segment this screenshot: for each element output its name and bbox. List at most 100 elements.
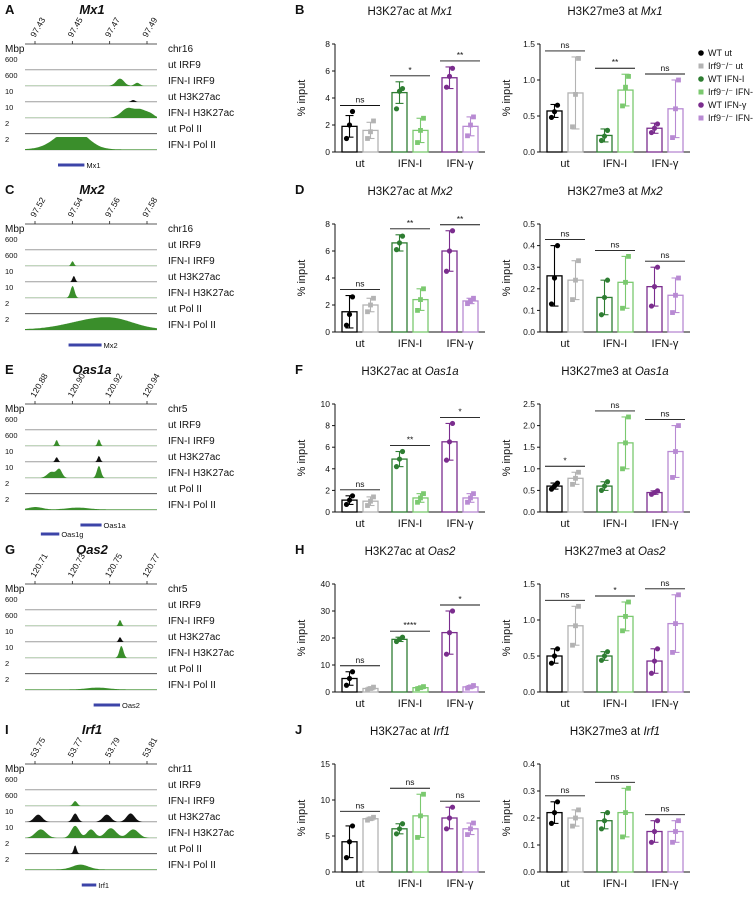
data-point xyxy=(554,243,561,249)
significance-label: ns xyxy=(356,279,365,289)
data-point xyxy=(651,284,658,290)
chart-title-gene: Mx2 xyxy=(431,186,453,198)
coordinate-tick-label: 120.71 xyxy=(28,551,50,579)
data-point xyxy=(365,817,370,823)
track-scale: 10 xyxy=(5,283,13,292)
legend-label: WT IFN-γ xyxy=(708,100,747,110)
significance-label: ns xyxy=(661,250,670,260)
data-point xyxy=(651,658,658,664)
data-point xyxy=(604,277,611,283)
y-tick-label: 8 xyxy=(325,39,330,49)
track-label: ut Pol II xyxy=(168,484,202,495)
data-point xyxy=(343,682,350,688)
coordinate-tick-label: 53.77 xyxy=(65,735,84,759)
x-category-label: IFN-I xyxy=(603,338,627,350)
data-point xyxy=(471,295,476,301)
y-tick-label: 6 xyxy=(325,66,330,76)
data-point xyxy=(604,810,611,816)
y-tick-label: 2 xyxy=(325,120,330,130)
y-axis-label: % input xyxy=(501,620,513,657)
x-category-label: ut xyxy=(560,158,569,170)
data-point xyxy=(346,311,353,318)
data-point xyxy=(465,301,470,307)
track-label: ut Pol II xyxy=(168,124,202,135)
y-tick-label: 10 xyxy=(321,660,331,670)
x-category-label: IFN-γ xyxy=(652,518,679,530)
bar-chart-J-h3k27ac: J H3K27ac at Irf1 % input 0 5 10 15 ut ns IFN-I ns… xyxy=(295,722,485,890)
data-point xyxy=(601,653,608,659)
x-category-label: IFN-I xyxy=(398,878,422,890)
y-tick-label: 8 xyxy=(325,421,330,431)
x-category-label: ut xyxy=(560,518,569,530)
significance-label: ** xyxy=(457,50,464,60)
track-scale: 600 xyxy=(5,71,18,80)
gene-title: Irf1 xyxy=(82,722,102,737)
bar-chart-H-h3k27ac: H H3K27ac at Oas2 % input 0 10 20 30 40 ut ns IFN-… xyxy=(295,542,485,710)
coordinate-tick-label: 97.43 xyxy=(28,15,47,39)
genome-panel-I: I Irf1 Mbp chr11 53.75 53.77 53.79 53.81 600 ut I… xyxy=(5,722,234,890)
significance-label: ns xyxy=(661,409,670,419)
y-tick-label: 40 xyxy=(321,579,331,589)
data-point xyxy=(548,820,555,827)
y-axis-label: % input xyxy=(501,80,513,117)
gene-model-label: Mx2 xyxy=(104,341,118,350)
gene-title: Mx1 xyxy=(79,2,104,17)
legend-label: Irf9⁻/⁻ ut xyxy=(708,61,744,71)
y-tick-label: 0.0 xyxy=(523,867,535,877)
bar-chart-F-h3k27me3: H3K27me3 at Oas1a % input 0.0 0.5 1.0 1.5 2.0 2… xyxy=(501,366,690,530)
y-tick-label: 8 xyxy=(325,219,330,229)
data-point xyxy=(399,85,406,92)
data-point xyxy=(620,834,625,840)
data-point xyxy=(623,84,628,90)
legend: WT ut Irf9⁻/⁻ ut WT IFN-I Irf9⁻/⁻ IFN-I WT I… xyxy=(698,48,753,123)
data-point xyxy=(570,481,575,487)
significance-label: ns xyxy=(356,479,365,489)
data-point xyxy=(551,275,558,281)
y-tick-label: 0.2 xyxy=(523,284,535,294)
track-scale: 600 xyxy=(5,791,18,800)
data-point xyxy=(623,614,628,619)
data-point xyxy=(471,683,476,688)
data-point xyxy=(349,108,356,115)
coordinate-tick-label: 97.56 xyxy=(103,195,122,219)
legend-label: WT IFN-I xyxy=(708,74,744,84)
x-category-label: ut xyxy=(560,338,569,350)
y-tick-label: 6 xyxy=(325,246,330,256)
chart-title-gene: Mx2 xyxy=(641,186,663,198)
panel-letter: I xyxy=(5,722,9,737)
track-signal xyxy=(25,801,157,806)
x-category-label: IFN-I xyxy=(398,698,422,710)
track-label: ut IRF9 xyxy=(168,60,201,71)
gene-model-label: Oas2 xyxy=(122,701,140,710)
y-tick-label: 1.5 xyxy=(523,579,535,589)
significance-label: ns xyxy=(356,655,365,665)
data-point xyxy=(626,414,631,420)
x-category-label: IFN-I xyxy=(398,158,422,170)
x-category-label: IFN-γ xyxy=(652,158,679,170)
panel-letter: E xyxy=(5,362,14,377)
data-point xyxy=(396,826,403,832)
x-category-label: IFN-γ xyxy=(447,518,474,530)
mbp-label: Mbp xyxy=(5,404,25,415)
y-tick-label: 0 xyxy=(325,867,330,877)
data-point xyxy=(393,831,400,837)
gene-title: Oas2 xyxy=(76,542,109,557)
data-point xyxy=(349,669,356,675)
coordinate-tick-label: 97.47 xyxy=(103,15,122,39)
y-axis-label: % input xyxy=(501,260,513,297)
track-signal xyxy=(25,133,157,134)
data-point xyxy=(365,503,370,508)
y-tick-label: 20 xyxy=(321,633,331,643)
bar xyxy=(391,638,408,693)
data-point xyxy=(601,818,608,824)
data-point xyxy=(449,608,456,614)
data-point xyxy=(576,56,581,61)
track-signal xyxy=(25,107,157,118)
significance-label: ** xyxy=(612,57,619,67)
significance-label: ns xyxy=(611,771,620,781)
track-signal xyxy=(25,100,157,102)
track-signal xyxy=(25,439,157,446)
data-point xyxy=(623,810,628,815)
track-signal xyxy=(25,637,157,642)
